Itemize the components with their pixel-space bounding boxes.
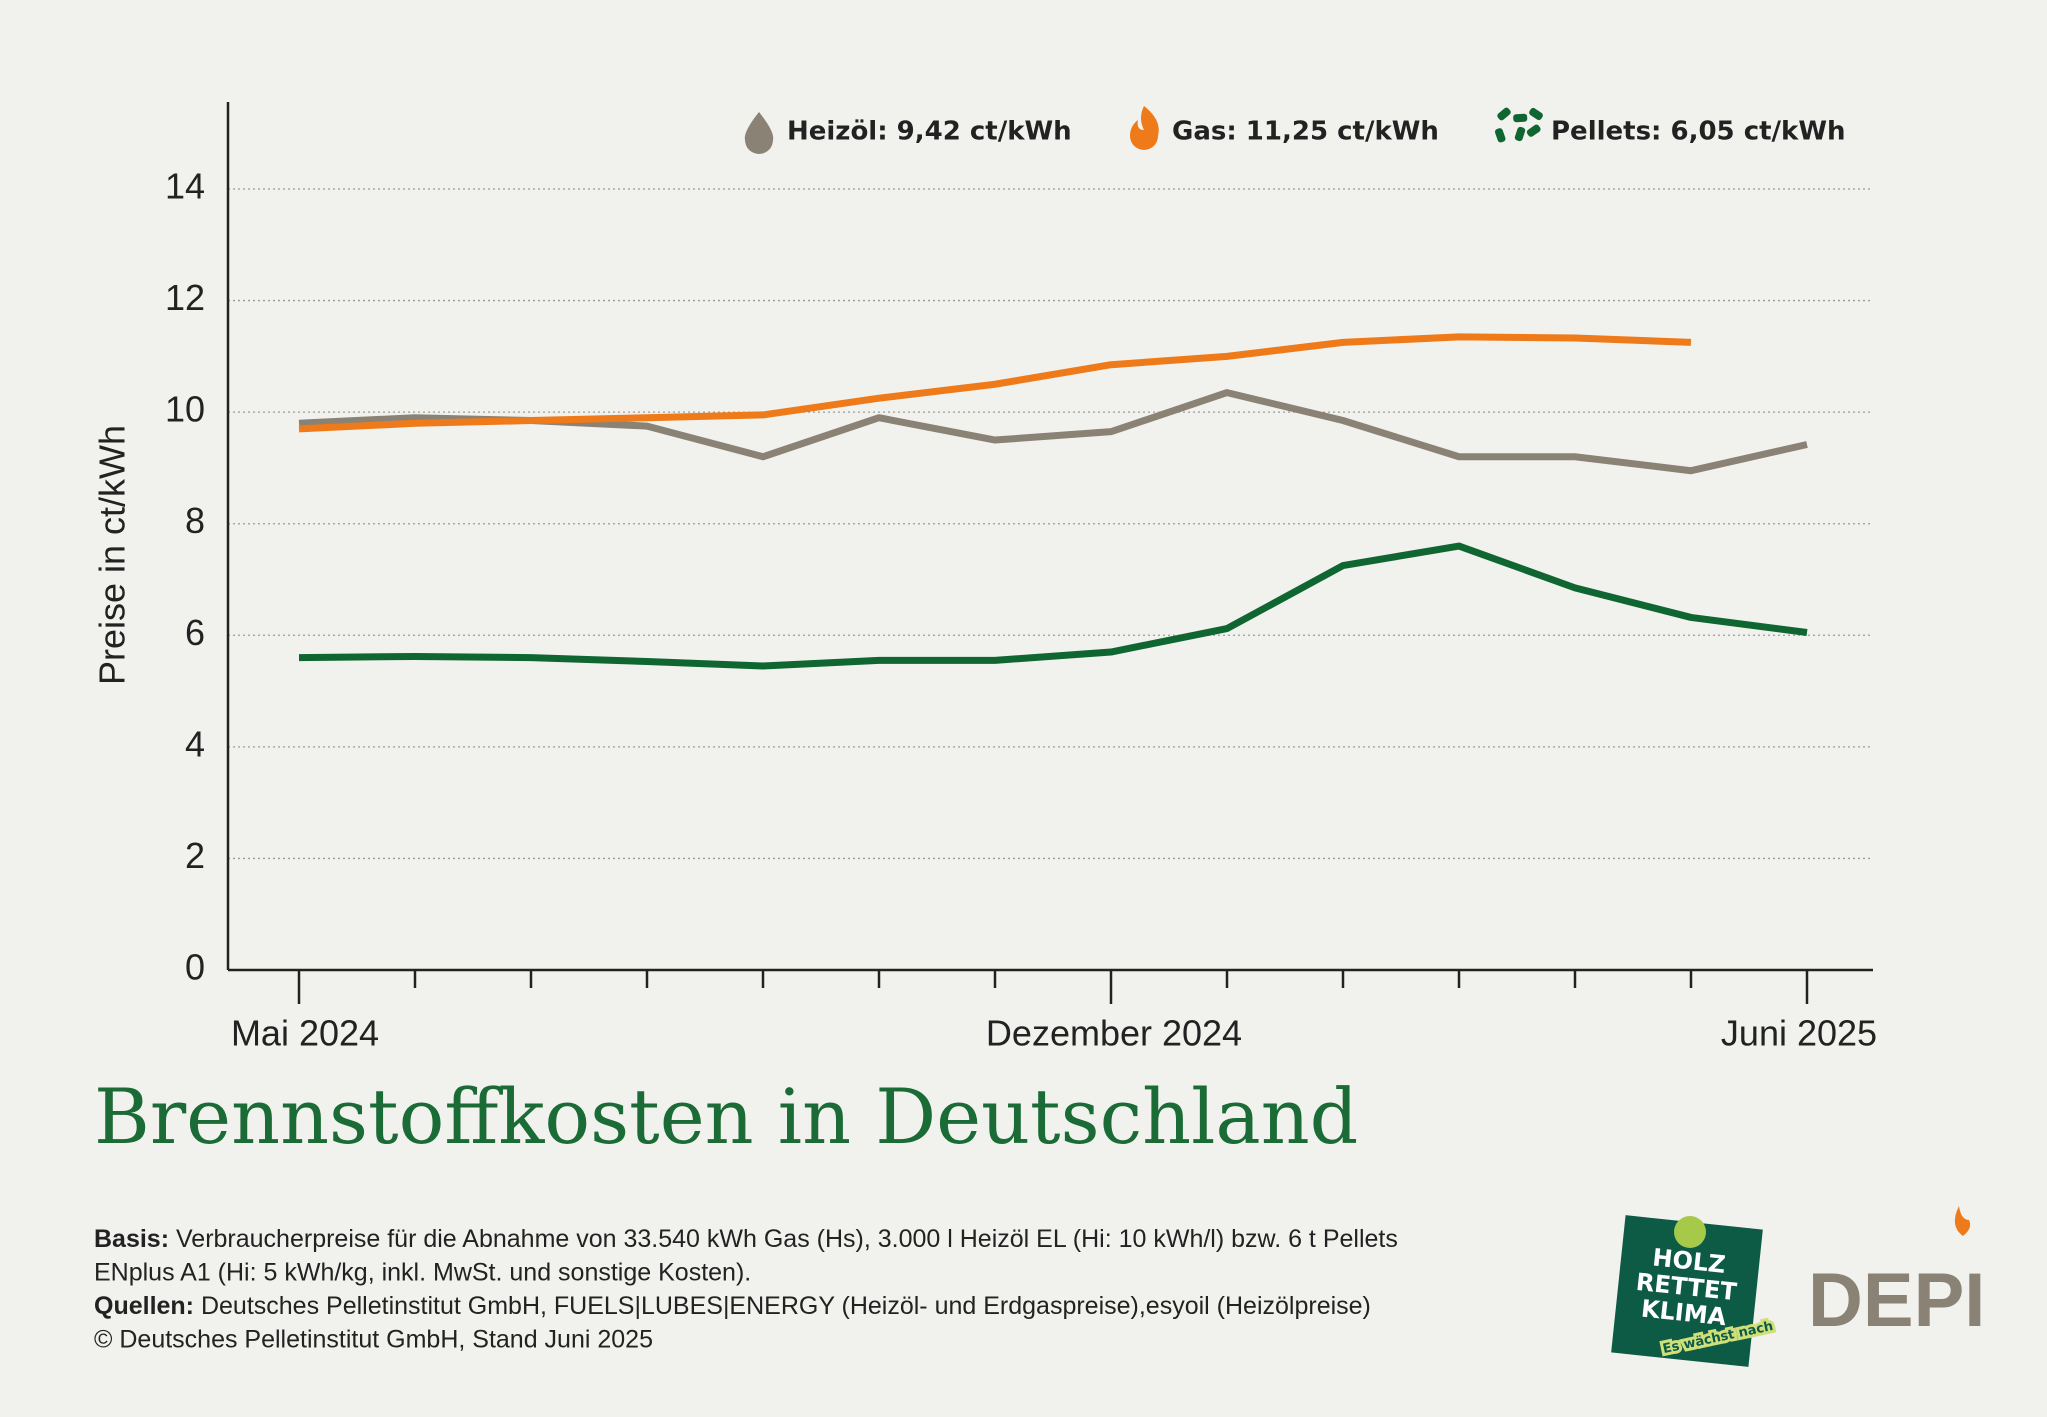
x-tick-label: Dezember 2024	[986, 1013, 1242, 1054]
y-tick-label: 14	[165, 166, 205, 207]
logo-box	[1611, 1215, 1763, 1367]
footer-line: Quellen: Deutsches Pelletinstitut GmbH, …	[94, 1292, 1371, 1320]
legend-label: Gas: 11,25 ct/kWh	[1172, 117, 1439, 147]
depi-flame	[1954, 1206, 1971, 1236]
depi-logo: DEPI	[1808, 1258, 1985, 1343]
legend-icon	[1513, 113, 1528, 123]
x-tick-label: Mai 2024	[231, 1013, 379, 1054]
footer-text: Verbraucherpreise für die Abnahme von 33…	[176, 1225, 1398, 1253]
y-tick-label: 12	[165, 277, 205, 318]
legend-icon	[1130, 106, 1159, 150]
x-tick-label: Juni 2025	[1721, 1013, 1877, 1054]
y-tick-label: 8	[185, 500, 205, 541]
chart-title: Brennstoffkosten in Deutschland	[94, 1072, 1358, 1161]
legend-label: Pellets: 6,05 ct/kWh	[1551, 117, 1846, 147]
legend-label: Heizöl: 9,42 ct/kWh	[787, 117, 1072, 147]
y-tick-label: 6	[185, 612, 205, 653]
series-line	[298, 542, 1808, 670]
footer-label: Quellen:	[94, 1292, 194, 1320]
y-tick-label: 0	[185, 947, 205, 988]
holz-logo	[1611, 1215, 1763, 1367]
footer-label: Basis:	[94, 1225, 169, 1253]
legend-icon	[1494, 128, 1506, 143]
legend-icon	[1526, 124, 1541, 137]
y-tick-label: 2	[185, 835, 205, 876]
series-line	[298, 389, 1808, 475]
logo-tree	[1674, 1216, 1706, 1248]
footer-text: © Deutsches Pelletinstitut GmbH, Stand J…	[94, 1325, 653, 1353]
footer-space	[169, 1225, 176, 1253]
footer-line: © Deutsches Pelletinstitut GmbH, Stand J…	[94, 1325, 653, 1353]
footer-space	[194, 1292, 201, 1320]
footer-line: Basis: Verbraucherpreise für die Abnahme…	[94, 1225, 1398, 1253]
footer-text: Deutsches Pelletinstitut GmbH, FUELS|LUB…	[201, 1292, 1371, 1320]
series-line	[298, 333, 1692, 433]
legend-icon	[1529, 107, 1543, 121]
legend-icon	[1497, 107, 1511, 121]
y-tick-label: 4	[185, 723, 205, 764]
legend-icon	[1514, 126, 1526, 142]
footer-text: ENplus A1 (Hi: 5 kWh/kg, inkl. MwSt. und…	[94, 1258, 751, 1286]
y-axis-label: Preise in ct/kWh	[92, 425, 133, 685]
y-tick-label: 10	[165, 389, 205, 430]
footer-line: ENplus A1 (Hi: 5 kWh/kg, inkl. MwSt. und…	[94, 1258, 751, 1286]
legend-icon	[744, 112, 774, 154]
